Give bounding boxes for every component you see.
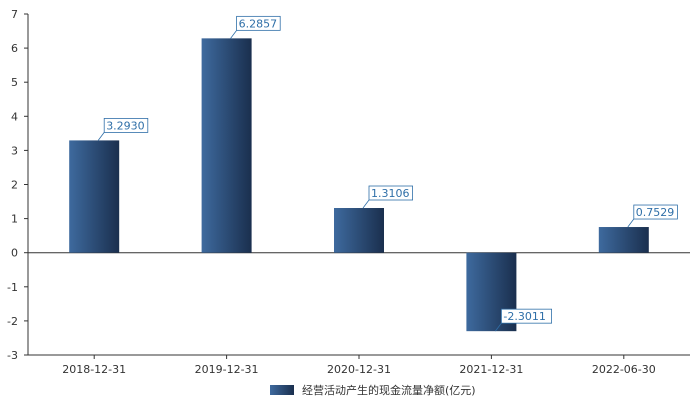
data-label-leader: [97, 132, 105, 141]
axes: -3 -2 -1 0 1 2 3 4 5 6 7 2018-12-31 2019-12-31 2020-1…: [7, 8, 690, 376]
x-tick-label: 2018-12-31: [62, 363, 126, 376]
data-label-box: [103, 118, 149, 133]
bars: [69, 38, 649, 332]
data-label: -2.3011: [503, 310, 545, 323]
y-tick-label: 7: [11, 8, 18, 21]
bar: [201, 38, 252, 253]
y-tick-label: -3: [7, 349, 18, 362]
legend-swatch[interactable]: [270, 385, 294, 395]
y-tick-label: 2: [11, 179, 18, 192]
data-label: 6.2857: [239, 17, 278, 30]
legend-label[interactable]: 经营活动产生的现金流量净额(亿元): [302, 383, 476, 397]
y-tick-label: 0: [11, 247, 18, 260]
bar: [69, 140, 120, 253]
y-tick-label: 4: [11, 110, 18, 123]
y-tick-label: 6: [11, 42, 18, 55]
data-label-box: [236, 15, 281, 31]
data-labels: 3.2930 6.2857 1.3106 -2.3011 0.7529: [97, 15, 678, 332]
y-tick-label: 1: [11, 213, 18, 226]
data-label: 1.3106: [371, 187, 410, 200]
data-label-leader: [495, 322, 502, 332]
bar: [598, 227, 649, 253]
data-label-box: [368, 185, 413, 201]
data-label-leader: [627, 218, 635, 228]
data-label-leader: [362, 199, 370, 209]
data-label-box: [633, 204, 678, 220]
data-label-leader: [230, 30, 237, 39]
x-tick-label: 2020-12-31: [327, 363, 391, 376]
y-tick-label: 5: [11, 76, 18, 89]
data-label: 3.2930: [106, 119, 145, 132]
y-tick-label: -1: [7, 281, 18, 294]
data-label: 0.7529: [636, 206, 675, 219]
y-tick-label: -2: [7, 315, 18, 328]
x-tick-label: 2019-12-31: [195, 363, 259, 376]
bar: [334, 208, 384, 253]
legend: 经营活动产生的现金流量净额(亿元): [270, 383, 476, 397]
x-tick-label: 2022-06-30: [592, 363, 656, 376]
data-label-box: [500, 308, 552, 324]
y-tick-label: 3: [11, 144, 18, 157]
x-tick-label: 2021-12-31: [459, 363, 523, 376]
